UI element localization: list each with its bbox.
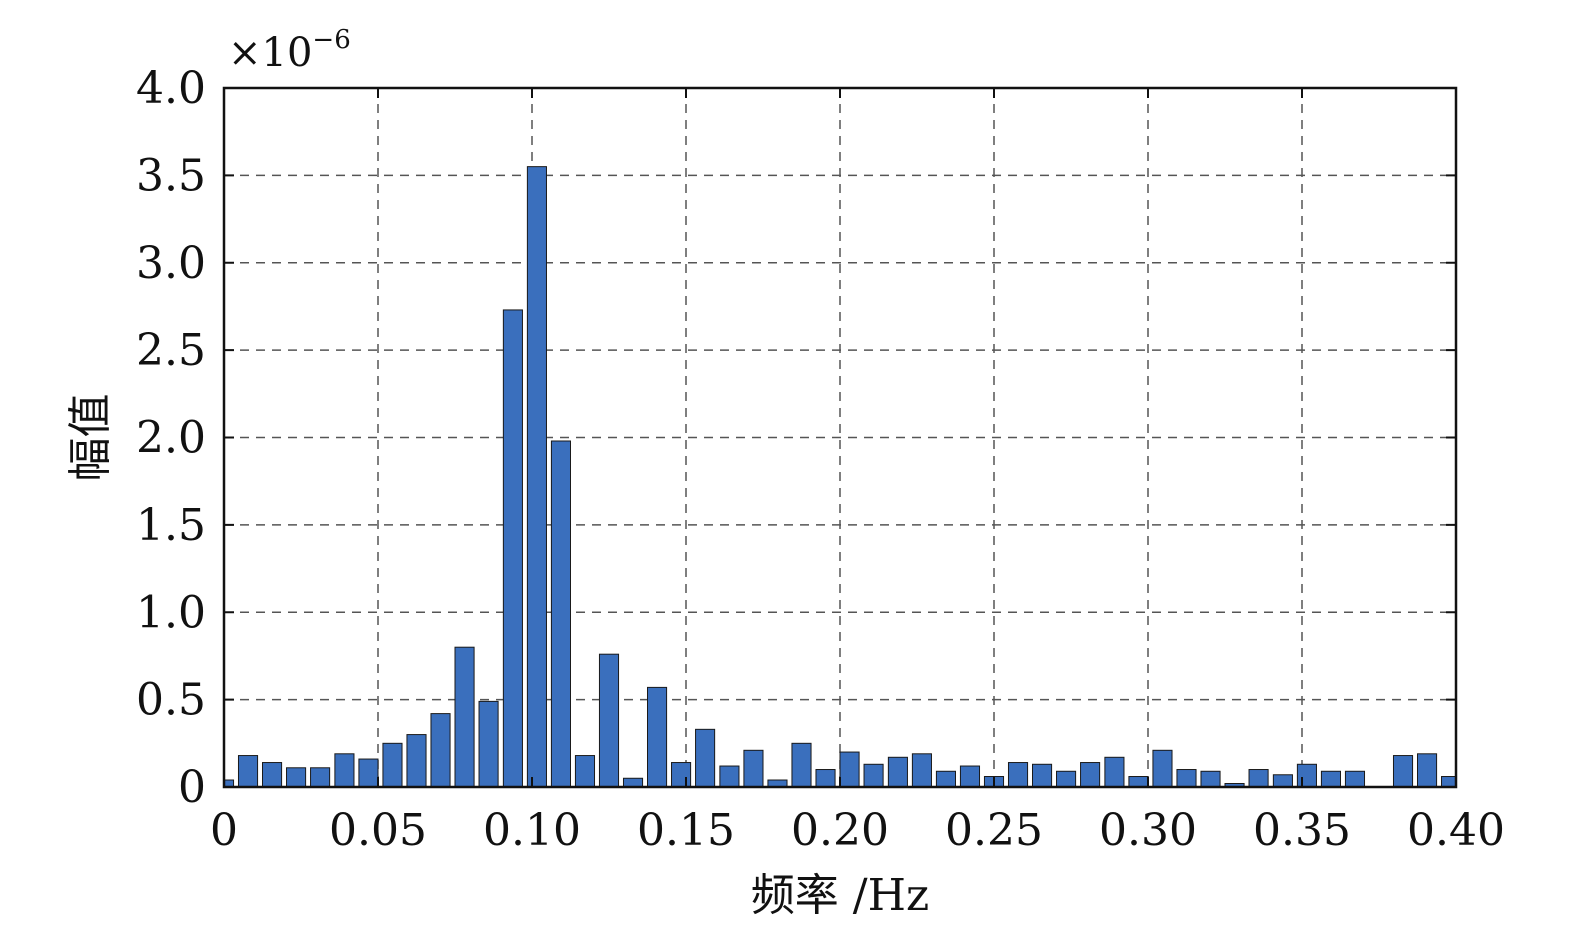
bar xyxy=(719,765,740,788)
bar xyxy=(887,756,908,788)
x-axis-label: 频率 /Hz xyxy=(751,870,929,921)
bar xyxy=(1152,749,1173,788)
tick-marks xyxy=(223,87,1457,788)
bar xyxy=(1056,770,1077,788)
bar xyxy=(671,762,692,788)
bar xyxy=(430,713,451,788)
bar xyxy=(743,749,764,788)
bar xyxy=(1104,756,1125,788)
bar xyxy=(1272,774,1293,788)
y-tick-label: 1.0 xyxy=(136,587,206,638)
bar xyxy=(815,769,836,788)
y-axis-label: 幅值 xyxy=(65,394,116,482)
bar xyxy=(286,767,307,788)
bar xyxy=(1080,762,1101,788)
bar xyxy=(791,742,812,788)
bar xyxy=(454,646,475,788)
bar xyxy=(358,758,379,788)
bar xyxy=(1441,776,1457,788)
y-tick-label: 0.5 xyxy=(136,675,206,726)
bar xyxy=(1320,770,1342,788)
x-tick-label: 0.15 xyxy=(637,805,735,856)
bar xyxy=(1007,762,1029,788)
bar xyxy=(1344,770,1366,788)
bar xyxy=(1248,769,1269,788)
bar xyxy=(526,166,547,788)
y-tick-label: 2.5 xyxy=(136,325,206,376)
bar xyxy=(1128,776,1149,788)
bar xyxy=(550,440,571,788)
x-tick-label: 0.40 xyxy=(1407,805,1505,856)
bar xyxy=(622,777,644,788)
bar xyxy=(911,753,932,788)
bar xyxy=(310,767,331,788)
x-tick-label: 0 xyxy=(210,805,238,856)
bar xyxy=(382,742,403,788)
bar xyxy=(406,734,427,788)
bar xyxy=(1200,770,1221,788)
bar xyxy=(262,762,283,788)
x-tick-label: 0.20 xyxy=(791,805,889,856)
y-tick-label: 0 xyxy=(178,762,206,813)
bar xyxy=(959,765,981,788)
bar xyxy=(647,686,668,788)
y-tick-label: 1.5 xyxy=(136,500,206,551)
multiplier-base: ×10 xyxy=(228,30,312,76)
bar xyxy=(839,751,860,788)
bar xyxy=(1296,763,1317,788)
y-tick-label: 4.0 xyxy=(136,63,206,114)
y-tick-labels: 0 0.5 1.0 1.5 2.0 2.5 3.0 3.5 4.0 xyxy=(136,63,206,813)
bar xyxy=(502,309,523,788)
bar xyxy=(695,728,716,788)
y-axis-multiplier: ×10−6 xyxy=(228,25,351,76)
bar xyxy=(1417,753,1438,788)
x-tick-label: 0.35 xyxy=(1253,805,1351,856)
multiplier-exponent: −6 xyxy=(312,25,350,55)
bar xyxy=(237,755,259,788)
x-tick-label: 0.30 xyxy=(1099,805,1197,856)
bar xyxy=(574,755,596,788)
x-tick-label: 0.05 xyxy=(329,805,427,856)
bar xyxy=(935,770,956,788)
x-tick-label: 0.10 xyxy=(483,805,581,856)
grid-lines xyxy=(224,88,1456,787)
y-tick-label: 3.5 xyxy=(136,150,206,201)
bar xyxy=(1032,763,1053,788)
y-tick-label: 2.0 xyxy=(136,413,206,464)
bars xyxy=(223,166,1457,788)
x-tick-label: 0.25 xyxy=(945,805,1043,856)
x-tick-labels: 0 0.05 0.10 0.15 0.20 0.25 0.30 0.35 0.40 xyxy=(210,805,1505,856)
bar xyxy=(478,700,499,788)
bar xyxy=(1176,769,1197,788)
y-tick-label: 3.0 xyxy=(136,238,206,289)
bar xyxy=(598,653,620,788)
bar xyxy=(863,763,884,788)
bar xyxy=(334,753,355,788)
bar xyxy=(1392,755,1414,788)
